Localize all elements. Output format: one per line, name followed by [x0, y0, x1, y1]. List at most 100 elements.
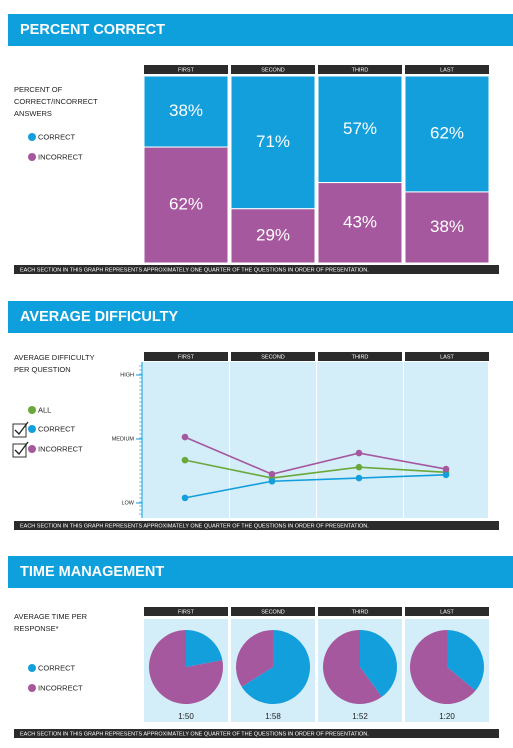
column-label: THIRD	[352, 354, 369, 360]
value-label: 29%	[256, 225, 290, 244]
series-point	[355, 474, 363, 482]
value-label: 43%	[343, 212, 377, 231]
column-header	[318, 352, 402, 361]
subtitle: AVERAGE TIME PER RESPONSE*	[14, 612, 88, 633]
checkbox[interactable]	[12, 423, 27, 438]
pie-slice	[360, 630, 398, 697]
footnote-bar	[14, 729, 499, 738]
column-header	[405, 352, 489, 361]
section-title: TIME MANAGEMENT	[20, 564, 164, 580]
footnote-bar	[14, 265, 499, 274]
column-label: SECOND	[261, 354, 285, 360]
legend-dot	[28, 133, 36, 141]
legend-dot	[28, 684, 36, 692]
pie-slice	[236, 630, 273, 687]
bar-segment	[317, 182, 403, 264]
column-label: THIRD	[352, 67, 369, 73]
column-label: FIRST	[178, 609, 195, 615]
section-title: AVERAGE DIFFICULTY	[20, 309, 178, 325]
pie-slice	[323, 630, 382, 704]
column-label: THIRD	[352, 609, 369, 615]
check-mark	[14, 421, 29, 435]
legend-label: INCORRECT	[38, 152, 83, 161]
bar-segment	[143, 146, 229, 264]
value-label: 38%	[430, 217, 464, 236]
bar-segment	[317, 75, 403, 184]
footnote: EACH SECTION IN THIS GRAPH REPRESENTS AP…	[20, 523, 369, 529]
column-label: FIRST	[178, 354, 195, 360]
y-tick-label: LOW	[121, 500, 134, 506]
value-label: 38%	[169, 101, 203, 120]
column-header	[144, 607, 228, 616]
bar-segment	[230, 75, 316, 210]
time-label: 1:20	[439, 712, 455, 721]
legend-dot	[28, 153, 36, 161]
bar-segment	[404, 191, 490, 264]
section-header	[8, 14, 513, 46]
value-label: 62%	[169, 195, 203, 214]
legend-label: CORRECT	[38, 424, 76, 433]
column-header	[144, 352, 228, 361]
legend-label: INCORRECT	[38, 683, 83, 692]
value-label: 71%	[256, 132, 290, 151]
column-header	[231, 607, 315, 616]
series-point	[268, 470, 276, 478]
series-line	[184, 474, 447, 499]
legend-dot	[28, 406, 36, 414]
plot-background	[142, 362, 488, 518]
series-point	[181, 456, 189, 464]
series-line	[184, 436, 447, 476]
footnote-bar	[14, 521, 499, 530]
time-label: 1:52	[352, 712, 368, 721]
y-tick-label: MEDIUM	[112, 436, 135, 442]
pie-slice	[410, 630, 476, 705]
column-label: LAST	[440, 67, 454, 73]
column-header	[231, 352, 315, 361]
column-header	[318, 607, 402, 616]
subtitle: PERCENT OF CORRECT/INCORRECT ANSWERS	[14, 85, 98, 118]
series-line	[184, 459, 447, 479]
series-point	[442, 471, 450, 479]
time-label: 1:50	[178, 712, 194, 721]
series-point	[268, 477, 276, 485]
column-header	[405, 65, 489, 74]
checkbox[interactable]	[12, 443, 27, 458]
series-point	[355, 463, 363, 471]
series-point	[442, 465, 450, 473]
time-label: 1:58	[265, 712, 281, 721]
pie-slice	[149, 630, 224, 704]
bar-segment	[143, 75, 229, 148]
bar-segment	[404, 75, 490, 193]
legend-label: INCORRECT	[38, 444, 83, 453]
pie-slice	[186, 630, 223, 667]
column-label: LAST	[440, 609, 454, 615]
pie-slice	[447, 630, 485, 691]
series-point	[355, 449, 363, 457]
column-label: FIRST	[178, 67, 195, 73]
footnote: EACH SECTION IN THIS GRAPH REPRESENTS AP…	[20, 731, 369, 737]
column-header	[318, 65, 402, 74]
y-tick-label: HIGH	[120, 372, 134, 378]
legend-dot	[28, 445, 36, 453]
section-title: PERCENT CORRECT	[20, 22, 165, 38]
section-header	[8, 556, 513, 588]
value-label: 62%	[430, 123, 464, 142]
column-header	[231, 65, 315, 74]
bar-segment	[230, 208, 316, 264]
legend-label: CORRECT	[38, 663, 76, 672]
legend-dot	[28, 425, 36, 433]
legend-label: ALL	[38, 405, 51, 414]
subtitle: AVERAGE DIFFICULTY PER QUESTION	[14, 353, 95, 374]
check-mark	[14, 441, 29, 455]
legend-dot	[28, 664, 36, 672]
column-header	[144, 65, 228, 74]
value-label: 57%	[343, 119, 377, 138]
column-label: SECOND	[261, 67, 285, 73]
column-label: LAST	[440, 354, 454, 360]
series-point	[181, 494, 189, 502]
pie-slice	[241, 630, 311, 704]
section-header	[8, 301, 513, 333]
series-point	[181, 433, 189, 441]
